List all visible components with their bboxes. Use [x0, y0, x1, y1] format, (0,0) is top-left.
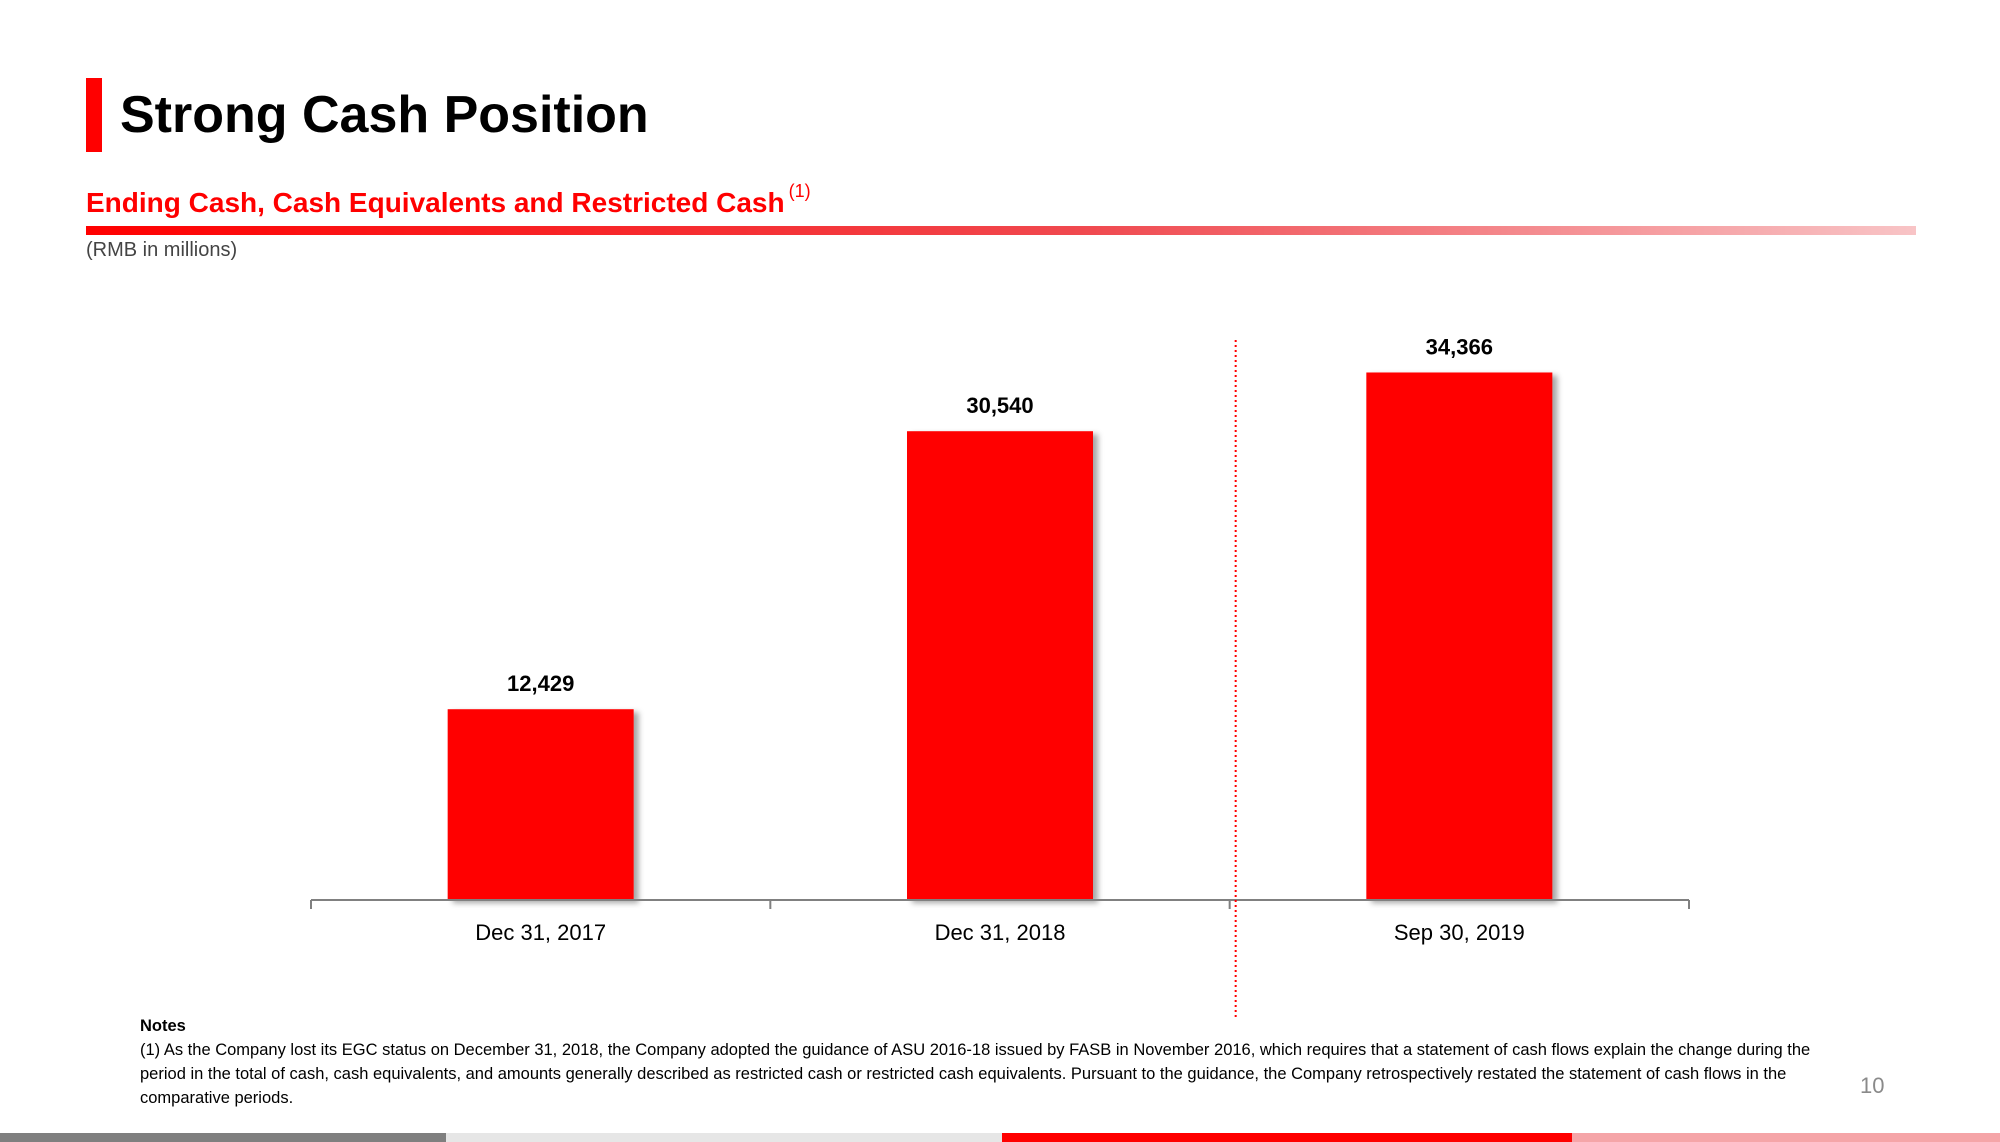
chart-bars — [447, 372, 1553, 900]
chart-subtitle: Ending Cash, Cash Equivalents and Restri… — [86, 181, 811, 221]
footer-band-red — [1002, 1133, 1572, 1142]
footer-band-pink — [1572, 1133, 2000, 1142]
notes-section: Notes (1) As the Company lost its EGC st… — [140, 1014, 1820, 1110]
page-number: 10 — [1860, 1073, 1885, 1098]
chart-x-axis — [310, 340, 1690, 1020]
data-label: 34,366 — [1426, 334, 1493, 359]
units-label: (RMB in millions) — [86, 239, 238, 261]
chart-subtitle-text: Ending Cash, Cash Equivalents and Restri… — [86, 187, 785, 218]
footer-band-gray — [0, 1133, 446, 1142]
footer-band-light — [446, 1133, 1002, 1142]
data-label: 30,540 — [966, 393, 1033, 418]
data-label: 12,429 — [507, 671, 574, 696]
notes-heading: Notes — [140, 1017, 186, 1035]
x-tick-label: Dec 31, 2018 — [935, 920, 1066, 945]
bar — [447, 709, 634, 900]
bar — [1366, 372, 1553, 900]
note-item: (1) As the Company lost its EGC status o… — [140, 1041, 1811, 1107]
bar — [907, 431, 1093, 900]
footnote-reference: (1) — [788, 181, 811, 201]
x-tick-label: Sep 30, 2019 — [1394, 920, 1525, 945]
page-title: Strong Cash Position — [120, 86, 649, 144]
subtitle-divider — [86, 226, 1916, 235]
title-accent-bar — [86, 78, 102, 152]
chart-labels: 12,429 Dec 31, 2017 30,540 Dec 31, 2018 34,3… — [475, 334, 1525, 945]
x-tick-label: Dec 31, 2017 — [475, 920, 606, 945]
